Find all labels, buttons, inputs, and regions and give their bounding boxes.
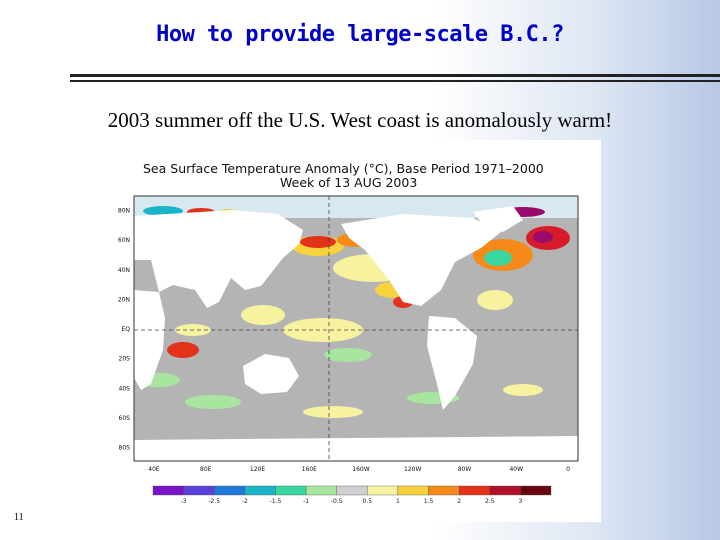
- colorbar-swatch: [520, 485, 552, 496]
- colorbar-swatch: [397, 485, 429, 496]
- colorbar: -3 -2.5 -2 -1.5 -1 -0.5 0.5 1 1.5 2 2.5 3: [152, 485, 552, 505]
- colorbar-swatch: [244, 485, 276, 496]
- lat-label: EQ: [121, 326, 130, 333]
- colorbar-label: 2.5: [485, 498, 495, 505]
- colorbar-swatch: [458, 485, 490, 496]
- lat-label: 60S: [119, 415, 131, 422]
- colorbar-label: -2: [242, 498, 248, 505]
- lat-label: 40S: [119, 385, 131, 392]
- land-africa: [134, 290, 165, 390]
- land-australia: [243, 354, 299, 394]
- colorbar-label: -0.5: [331, 498, 343, 505]
- colorbar-swatch: [275, 485, 307, 496]
- land-eurasia: [134, 210, 303, 308]
- slide-subtitle: 2003 summer off the U.S. West coast is a…: [107, 108, 613, 132]
- lat-label: 20N: [118, 296, 130, 303]
- land-antarctica: [134, 436, 578, 461]
- colorbar-swatch: [183, 485, 215, 496]
- title-rule-top: [70, 74, 720, 77]
- colorbar-swatch: [152, 485, 184, 496]
- lon-label: 120W: [404, 466, 421, 473]
- sst-map-svg: 80N 60N 40N 20N EQ 20S 40S 60S 80S 40E 80E 120E 160…: [118, 195, 579, 505]
- colorbar-swatch: [367, 485, 399, 496]
- longitude-labels: 40E 80E 120E 160E 160W 120W 80W 40W 0: [148, 466, 570, 473]
- colorbar-label: -2.5: [208, 498, 220, 505]
- anomaly-patches: [134, 196, 578, 461]
- anomaly-cool-natl: [484, 250, 512, 266]
- colorbar-label: -1.5: [270, 498, 282, 505]
- lon-label: 40E: [148, 466, 160, 473]
- colorbar-label: 0.5: [363, 498, 373, 505]
- lon-label: 80W: [458, 466, 472, 473]
- lon-label: 80E: [200, 466, 212, 473]
- lon-label: 40W: [509, 466, 523, 473]
- lat-label: 80N: [118, 208, 130, 215]
- slide-title: How to provide large-scale B.C.?: [156, 22, 564, 47]
- colorbar-label: -1: [303, 498, 309, 505]
- land-north-america: [341, 214, 501, 306]
- anomaly-cool-south: [185, 395, 241, 409]
- figure-title-line1: Sea Surface Temperature Anomaly (°C), Ba…: [143, 161, 544, 176]
- title-rule-bottom: [70, 80, 720, 82]
- colorbar-label: -3: [181, 498, 187, 505]
- lat-label: 60N: [118, 237, 130, 244]
- colorbar-label: 1.5: [424, 498, 434, 505]
- lon-label: 160E: [302, 466, 317, 473]
- anomaly-cool-arctic: [143, 206, 183, 216]
- anomaly-hot-npac: [300, 236, 336, 248]
- lon-label: 160W: [352, 466, 369, 473]
- anomaly-light-atl: [477, 290, 513, 310]
- lat-label: 20S: [119, 356, 131, 363]
- sst-anomaly-figure: Sea Surface Temperature Anomaly (°C), Ba…: [103, 140, 601, 522]
- anomaly-cool-tropic: [324, 348, 372, 362]
- colorbar-label: 1: [396, 498, 400, 505]
- colorbar-swatch: [336, 485, 368, 496]
- anomaly-light-south: [303, 406, 363, 418]
- slide-number: 11: [14, 512, 24, 523]
- latitude-labels: 80N 60N 40N 20N EQ 20S 40S 60S 80S: [118, 208, 130, 452]
- anomaly-light-wpac: [241, 305, 285, 325]
- anomaly-veryhot-natl: [533, 231, 553, 243]
- colorbar-label: 3: [518, 498, 522, 505]
- colorbar-swatch: [428, 485, 460, 496]
- colorbar-label: 2: [457, 498, 461, 505]
- anomaly-light-south-2: [503, 384, 543, 396]
- land-south-america: [427, 316, 477, 410]
- lat-label: 80S: [119, 445, 131, 452]
- figure-title: Sea Surface Temperature Anomaly (°C), Ba…: [143, 162, 544, 190]
- colorbar-swatch: [489, 485, 521, 496]
- land-greenland: [473, 206, 523, 232]
- figure-title-line2: Week of 13 AUG 2003: [280, 175, 418, 190]
- lat-label: 40N: [118, 267, 130, 274]
- lon-label: 120E: [250, 466, 265, 473]
- anomaly-hot-indian: [167, 342, 199, 358]
- map-frame: [133, 195, 579, 462]
- lon-label: 0: [566, 466, 570, 473]
- colorbar-swatch: [305, 485, 337, 496]
- colorbar-swatch: [214, 485, 246, 496]
